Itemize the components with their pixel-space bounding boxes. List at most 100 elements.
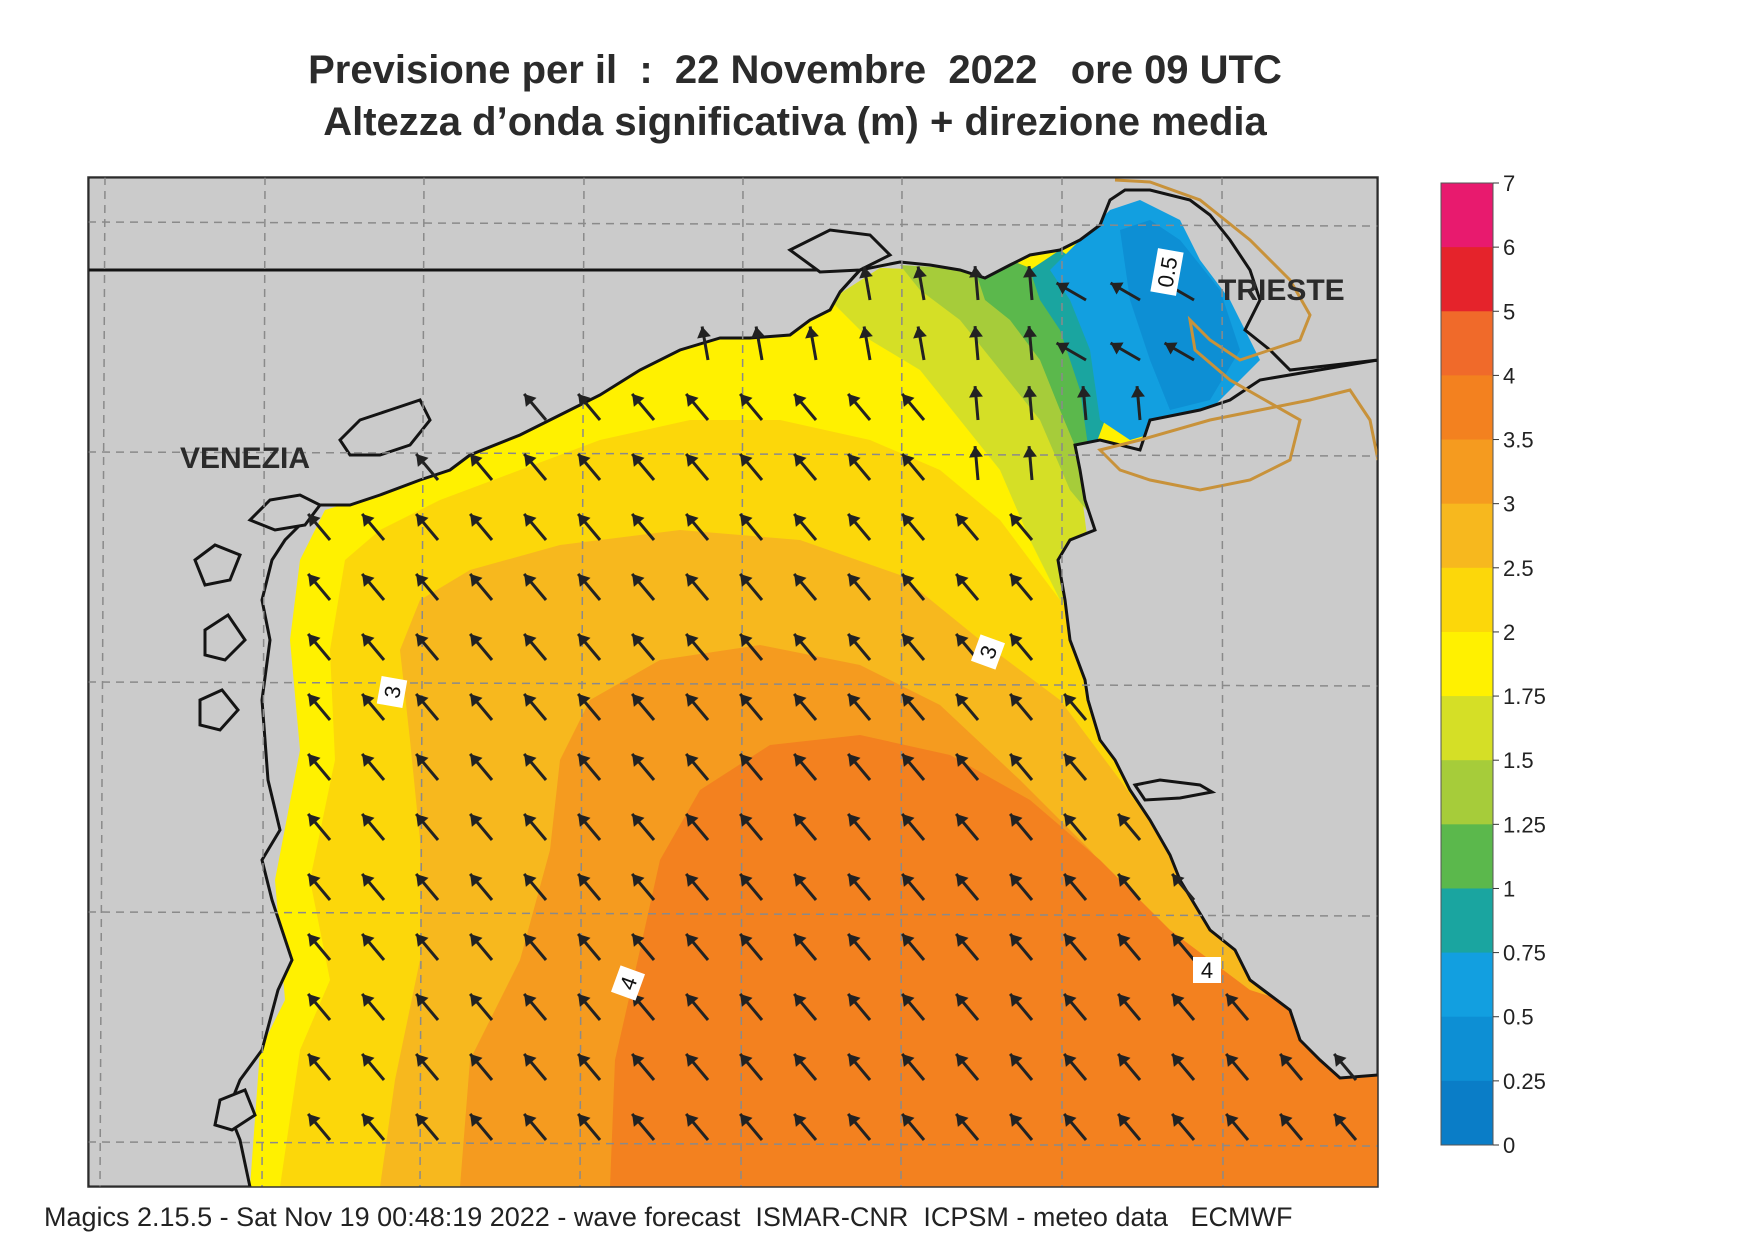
chart-subtitle: Altezza d’onda significativa (m) + direz…	[323, 100, 1267, 144]
direction-arrow-head	[470, 753, 483, 767]
colorbar-tick-label: 2.5	[1503, 556, 1534, 581]
direction-arrow-head	[1064, 933, 1077, 947]
direction-arrow-head	[1023, 326, 1037, 338]
direction-arrow-head	[1131, 386, 1145, 398]
direction-arrow-head	[416, 1053, 429, 1067]
direction-arrow-head	[1010, 1053, 1023, 1067]
direction-arrow-head	[308, 993, 321, 1007]
direction-arrow-head	[362, 513, 375, 527]
colorbar-tick-label: 0	[1503, 1133, 1515, 1158]
colorbar-segment	[1441, 311, 1493, 376]
direction-arrow-head	[578, 933, 591, 947]
direction-arrow-head	[740, 453, 753, 467]
direction-arrow-head	[470, 453, 483, 467]
direction-arrow-head	[308, 753, 321, 767]
direction-arrow-head	[1010, 933, 1023, 947]
direction-arrow-head	[969, 446, 983, 458]
direction-arrow-head	[578, 1053, 591, 1067]
direction-arrow-head	[362, 1053, 375, 1067]
graticule	[88, 177, 1378, 1187]
direction-arrow-head	[308, 633, 321, 647]
direction-arrow-head	[740, 393, 753, 407]
direction-arrow-head	[632, 1113, 645, 1127]
direction-arrow-head	[794, 393, 807, 407]
direction-arrow-head	[686, 873, 699, 887]
direction-arrow-head	[632, 393, 645, 407]
direction-arrow-head	[470, 933, 483, 947]
direction-arrow-head	[686, 813, 699, 827]
direction-arrow-head	[1010, 573, 1023, 587]
direction-arrow-head	[902, 633, 915, 647]
direction-arrow-head	[632, 873, 645, 887]
direction-arrow-head	[686, 933, 699, 947]
direction-arrow-head	[1226, 993, 1239, 1007]
colorbar-tick-label: 3.5	[1503, 428, 1534, 453]
direction-arrow-head	[1280, 1113, 1293, 1127]
direction-arrow-head	[686, 573, 699, 587]
colorbar-segment	[1441, 1080, 1493, 1146]
direction-arrow-head	[1010, 513, 1023, 527]
colorbar-tick-label: 5	[1503, 299, 1515, 324]
direction-arrow-head	[969, 386, 983, 398]
direction-arrow-head	[362, 933, 375, 947]
direction-arrow-head	[524, 573, 537, 587]
peninsula	[1132, 778, 1217, 802]
direction-arrow-head	[794, 753, 807, 767]
direction-arrow-head	[740, 873, 753, 887]
colorbar-segment	[1441, 375, 1493, 441]
istria-land	[1056, 358, 1378, 1080]
direction-arrow-head	[416, 813, 429, 827]
direction-arrow-head	[848, 933, 861, 947]
direction-arrow-head	[524, 633, 537, 647]
direction-arrow-head	[470, 993, 483, 1007]
direction-arrow-head	[1064, 993, 1077, 1007]
direction-arrow-head	[1334, 1053, 1347, 1067]
direction-arrow-head	[470, 573, 483, 587]
direction-arrow-head	[794, 873, 807, 887]
direction-arrow-head	[632, 1053, 645, 1067]
colorbar-segment	[1441, 824, 1493, 889]
direction-arrow-head	[956, 1113, 969, 1127]
direction-arrow-head	[956, 933, 969, 947]
direction-arrow-head	[913, 266, 927, 279]
direction-arrow-head	[1077, 386, 1091, 398]
direction-arrow-head	[524, 993, 537, 1007]
direction-arrow-head	[902, 1053, 915, 1067]
national-border	[1097, 178, 1378, 492]
direction-arrows	[306, 265, 1358, 1141]
contour-label-4-east: 4	[1201, 958, 1213, 983]
direction-arrow-head	[362, 573, 375, 587]
direction-arrow-head	[956, 693, 969, 707]
direction-arrow-head	[1118, 873, 1131, 887]
direction-arrow-head	[578, 753, 591, 767]
direction-arrow-head	[1164, 342, 1178, 355]
direction-arrow-head	[470, 633, 483, 647]
direction-arrow-head	[308, 813, 321, 827]
direction-arrow-head	[848, 993, 861, 1007]
colorbar-tick-label: 0.5	[1503, 1005, 1534, 1030]
direction-arrow-head	[578, 693, 591, 707]
colorbar-frame	[1440, 182, 1494, 1146]
direction-arrow-head	[794, 573, 807, 587]
contour-label-0.5: 0.5	[1153, 255, 1183, 289]
direction-arrow-head	[308, 513, 321, 527]
direction-arrow-head	[686, 633, 699, 647]
direction-arrow-head	[1056, 282, 1070, 295]
direction-arrow-head	[848, 453, 861, 467]
colorbar-segment	[1441, 1016, 1493, 1082]
direction-arrow-head	[524, 693, 537, 707]
direction-arrow-head	[969, 266, 983, 278]
direction-arrow-head	[362, 1113, 375, 1127]
direction-arrow-head	[1023, 446, 1037, 458]
direction-arrow-head	[470, 693, 483, 707]
direction-arrow-head	[794, 1113, 807, 1127]
direction-arrow-head	[794, 453, 807, 467]
direction-arrow-head	[956, 573, 969, 587]
direction-arrow-head	[740, 693, 753, 707]
direction-arrow-head	[416, 933, 429, 947]
direction-arrow-head	[740, 513, 753, 527]
direction-arrow-head	[416, 693, 429, 707]
colorbar-tick-label: 1.5	[1503, 748, 1534, 773]
direction-arrow-head	[524, 873, 537, 887]
colorbar-tick-label: 0.25	[1503, 1069, 1546, 1094]
